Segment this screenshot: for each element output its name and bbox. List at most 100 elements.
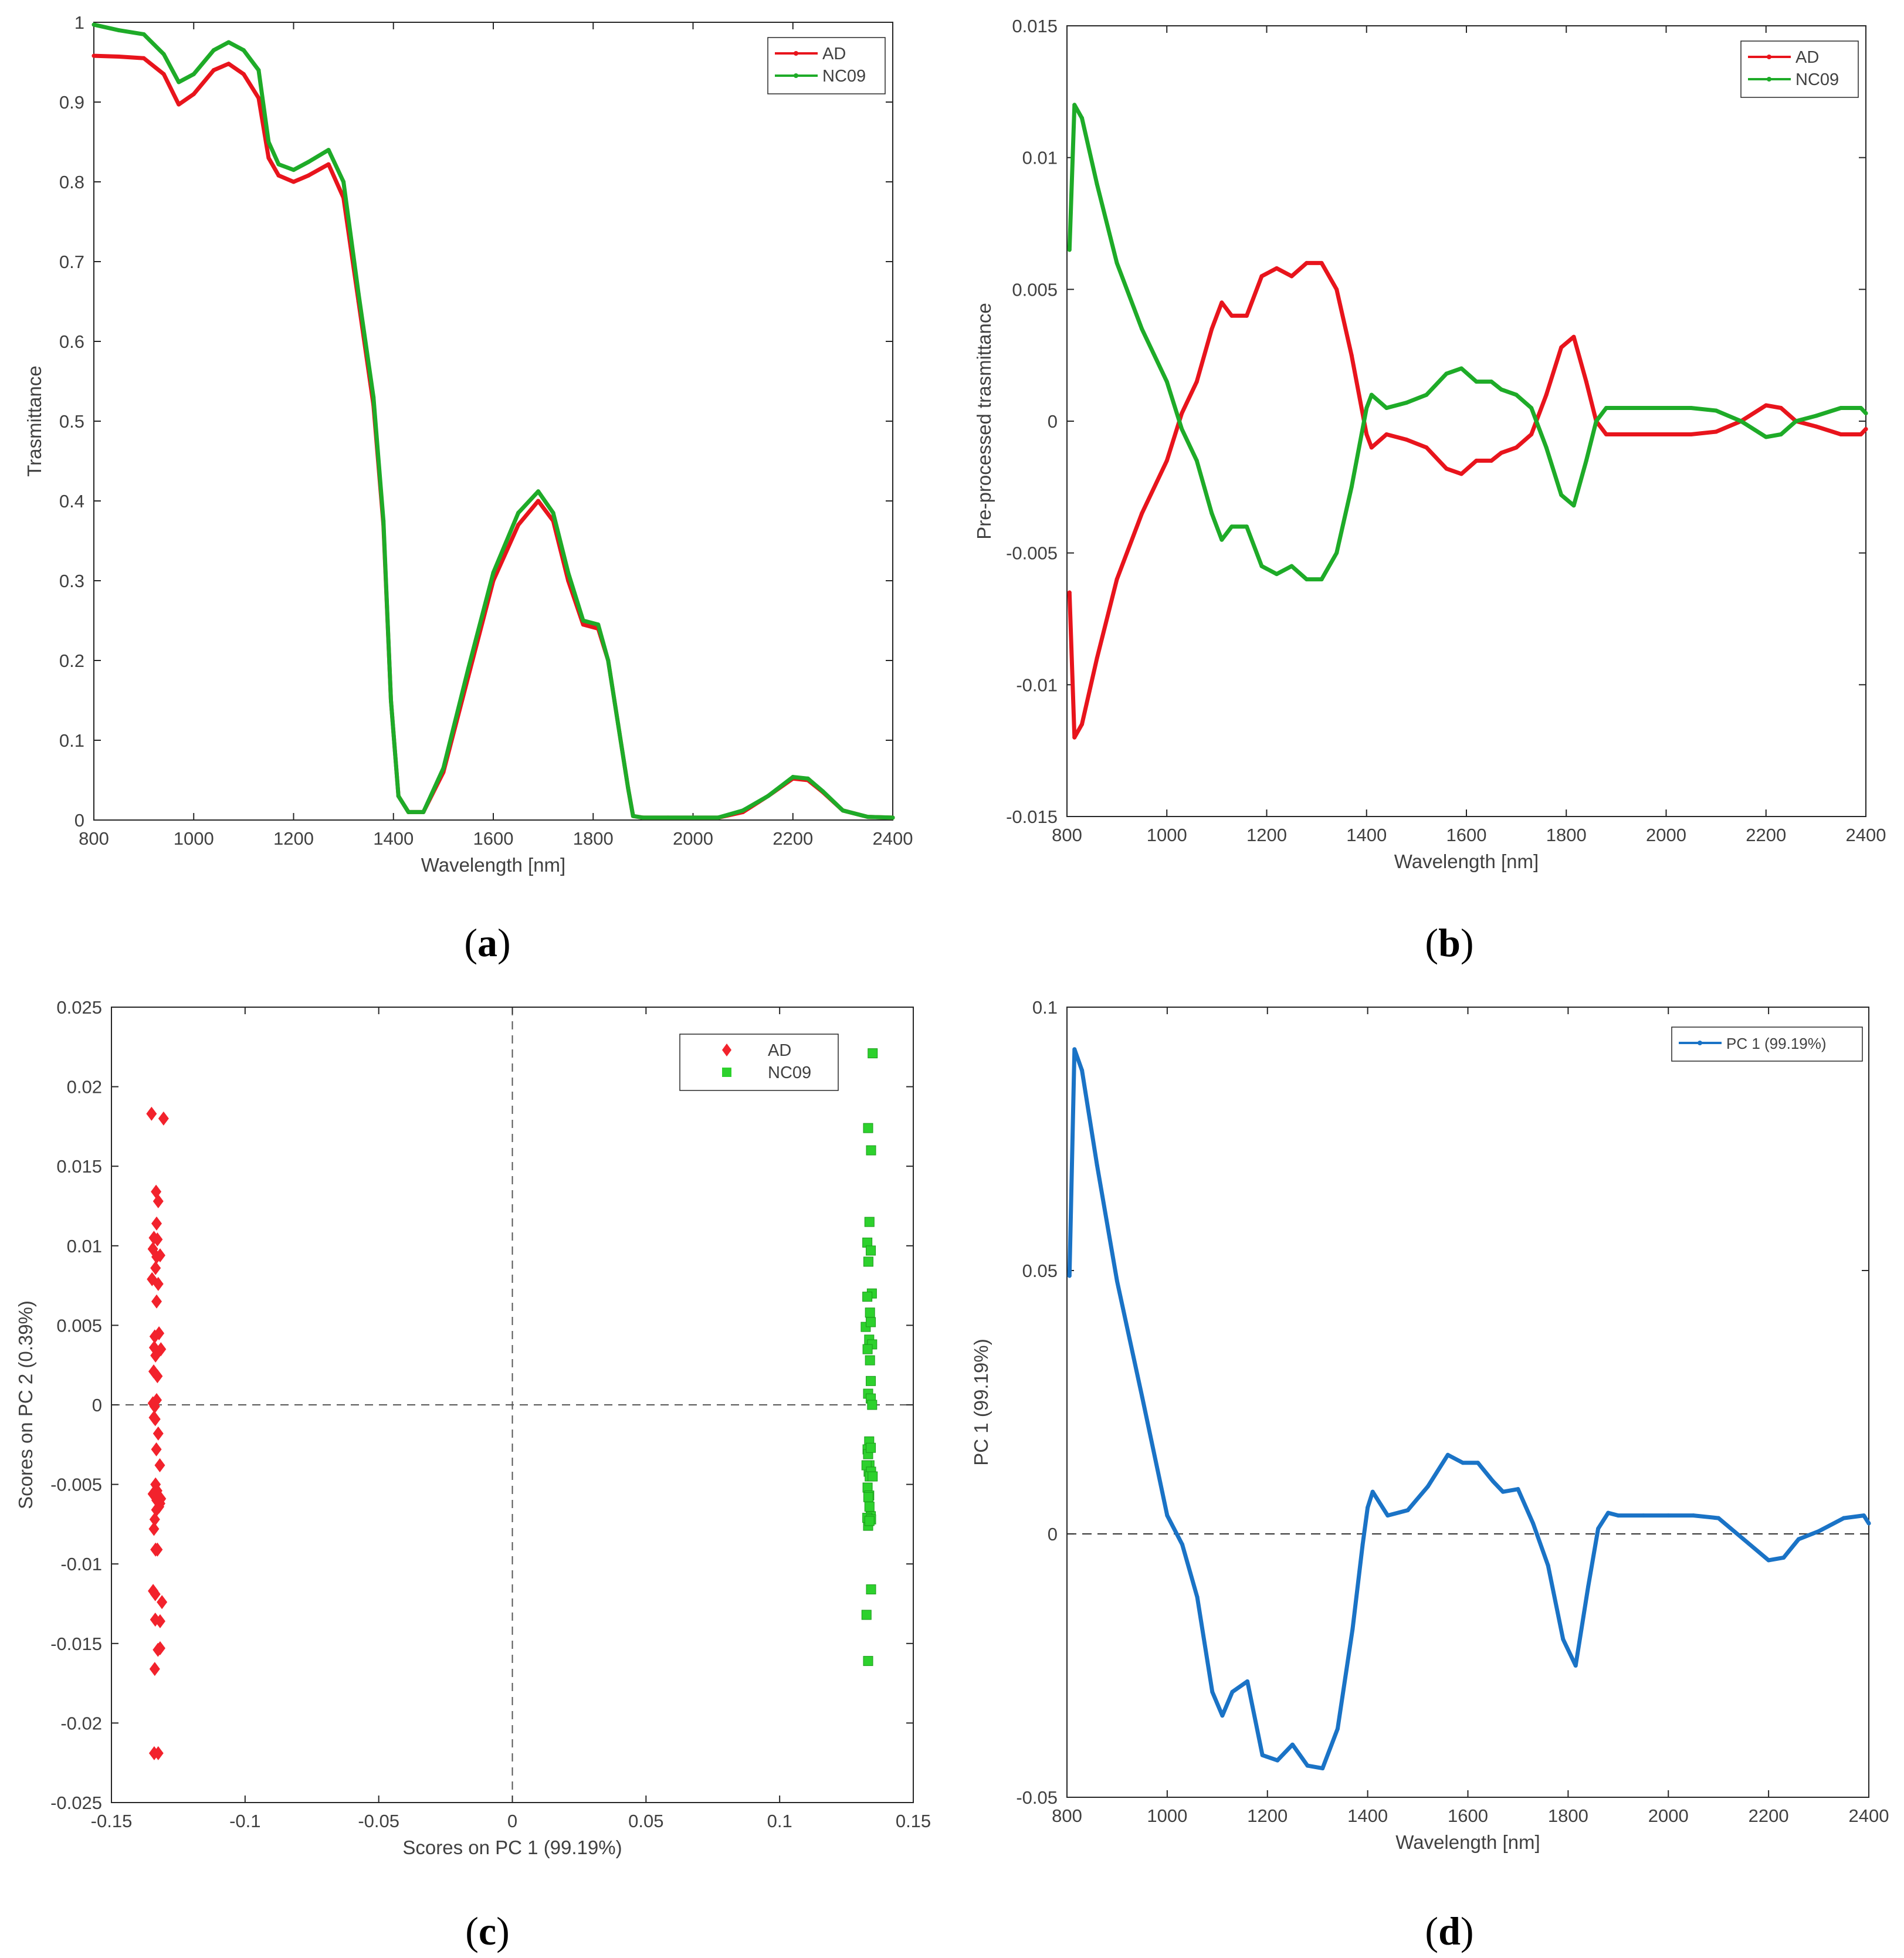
y-tick-label: 1 — [74, 12, 84, 33]
data-point — [1114, 577, 1119, 582]
data-point — [1370, 1489, 1375, 1494]
y-tick-label: -0.01 — [60, 1554, 102, 1574]
data-point — [1814, 414, 1818, 418]
data-point — [1584, 380, 1588, 384]
legend-marker — [794, 51, 798, 56]
data-point — [1764, 403, 1769, 408]
data-point — [536, 499, 541, 503]
x-tick-label: 1400 — [1347, 1805, 1388, 1826]
x-tick-label: 2400 — [873, 828, 913, 849]
data-point — [149, 1662, 160, 1676]
data-point — [1817, 1529, 1821, 1534]
data-point — [421, 809, 426, 814]
data-point — [868, 1048, 878, 1059]
data-point — [1614, 432, 1618, 436]
data-point — [441, 766, 446, 771]
data-point — [1866, 1521, 1871, 1526]
data-point — [1691, 1513, 1696, 1518]
y-tick-label: 0.05 — [1022, 1261, 1058, 1281]
data-point — [626, 786, 631, 791]
x-tick-label: 1800 — [1548, 1805, 1588, 1826]
data-point — [868, 1471, 878, 1482]
legend-label: NC09 — [768, 1063, 811, 1082]
series-line — [1067, 260, 1868, 740]
data-point — [150, 1261, 161, 1275]
data-point — [1080, 1068, 1085, 1073]
data-point — [805, 776, 810, 781]
data-point — [1858, 432, 1863, 436]
data-point — [1095, 656, 1099, 660]
x-tick-label: 0.15 — [896, 1811, 931, 1831]
data-point — [791, 775, 795, 780]
legend-item: PC 1 (99.19%) — [1679, 1035, 1827, 1052]
x-tick-label: 2000 — [1648, 1805, 1689, 1826]
y-axis-label: Trasmittance — [23, 365, 45, 477]
data-point — [1766, 1558, 1771, 1563]
data-point — [266, 155, 271, 160]
data-point — [154, 1248, 165, 1263]
y-tick-label: 0.025 — [56, 997, 102, 1018]
data-point — [1072, 735, 1077, 740]
x-tick-label: 1600 — [1448, 1805, 1488, 1826]
data-point — [1229, 524, 1234, 529]
data-point — [865, 1307, 875, 1318]
data-point — [716, 815, 720, 820]
y-tick-label: -0.005 — [1006, 543, 1058, 564]
data-point — [1210, 511, 1214, 516]
data-point — [866, 1584, 876, 1595]
y-tick-label: 0.8 — [59, 172, 84, 192]
panel-a: 800 1000 1200 1400 1600 1800 2000 2200 2400 0 0.1 0… — [23, 12, 913, 876]
data-point — [1838, 432, 1843, 436]
data-point — [1319, 577, 1324, 582]
data-point — [1559, 493, 1564, 497]
x-tick-label: 2400 — [1849, 1805, 1889, 1826]
y-axis-label: PC 1 (99.19%) — [970, 1339, 992, 1465]
data-point — [1275, 572, 1279, 577]
data-point — [1067, 1273, 1072, 1278]
plot-area — [1066, 25, 1866, 817]
data-point — [616, 722, 621, 727]
data-point — [152, 1369, 163, 1384]
data-point — [1384, 432, 1389, 436]
data-point — [1571, 334, 1576, 339]
data-point — [1140, 1395, 1144, 1400]
data-point — [741, 808, 746, 813]
data-point — [1459, 366, 1463, 371]
data-point — [154, 1458, 165, 1473]
legend-item: AD — [775, 45, 846, 63]
data-point — [1404, 401, 1409, 405]
data-point — [1499, 387, 1504, 392]
legend-item: NC09 — [722, 1063, 811, 1082]
data-point — [1573, 1664, 1578, 1668]
panel-c: -0.15 -0.1 -0.05 0 0.05 0.1 0.15 -0.025 -0.02 -0.… — [15, 997, 931, 1858]
data-point — [1305, 1763, 1310, 1768]
data-point — [1444, 371, 1449, 376]
x-tick-label: 800 — [1052, 1805, 1082, 1826]
data-point — [1716, 1516, 1721, 1520]
legend-label: NC09 — [822, 67, 866, 86]
y-tick-label: 0.02 — [67, 1077, 102, 1097]
data-point — [266, 140, 271, 144]
data-point — [1259, 274, 1264, 279]
data-point — [866, 1145, 876, 1156]
data-point — [566, 570, 571, 575]
data-point — [1778, 432, 1783, 436]
data-point — [551, 510, 555, 515]
data-point — [1067, 248, 1072, 252]
data-point — [1616, 1513, 1621, 1518]
data-point — [153, 1426, 164, 1441]
x-axis-label: Wavelength [nm] — [1394, 851, 1539, 872]
data-point — [1360, 1542, 1365, 1547]
data-point — [1544, 392, 1549, 397]
y-tick-label: -0.01 — [1016, 675, 1058, 695]
data-point — [1604, 406, 1608, 411]
plot-area — [93, 22, 893, 821]
legend-marker — [794, 73, 798, 78]
data-point — [1359, 406, 1364, 411]
data-point — [1165, 1513, 1170, 1518]
data-point — [1260, 1753, 1265, 1757]
data-point — [1164, 380, 1169, 384]
panel-label-b: (b) — [1425, 920, 1473, 965]
legend-label: AD — [768, 1041, 791, 1060]
data-point — [1444, 466, 1449, 471]
